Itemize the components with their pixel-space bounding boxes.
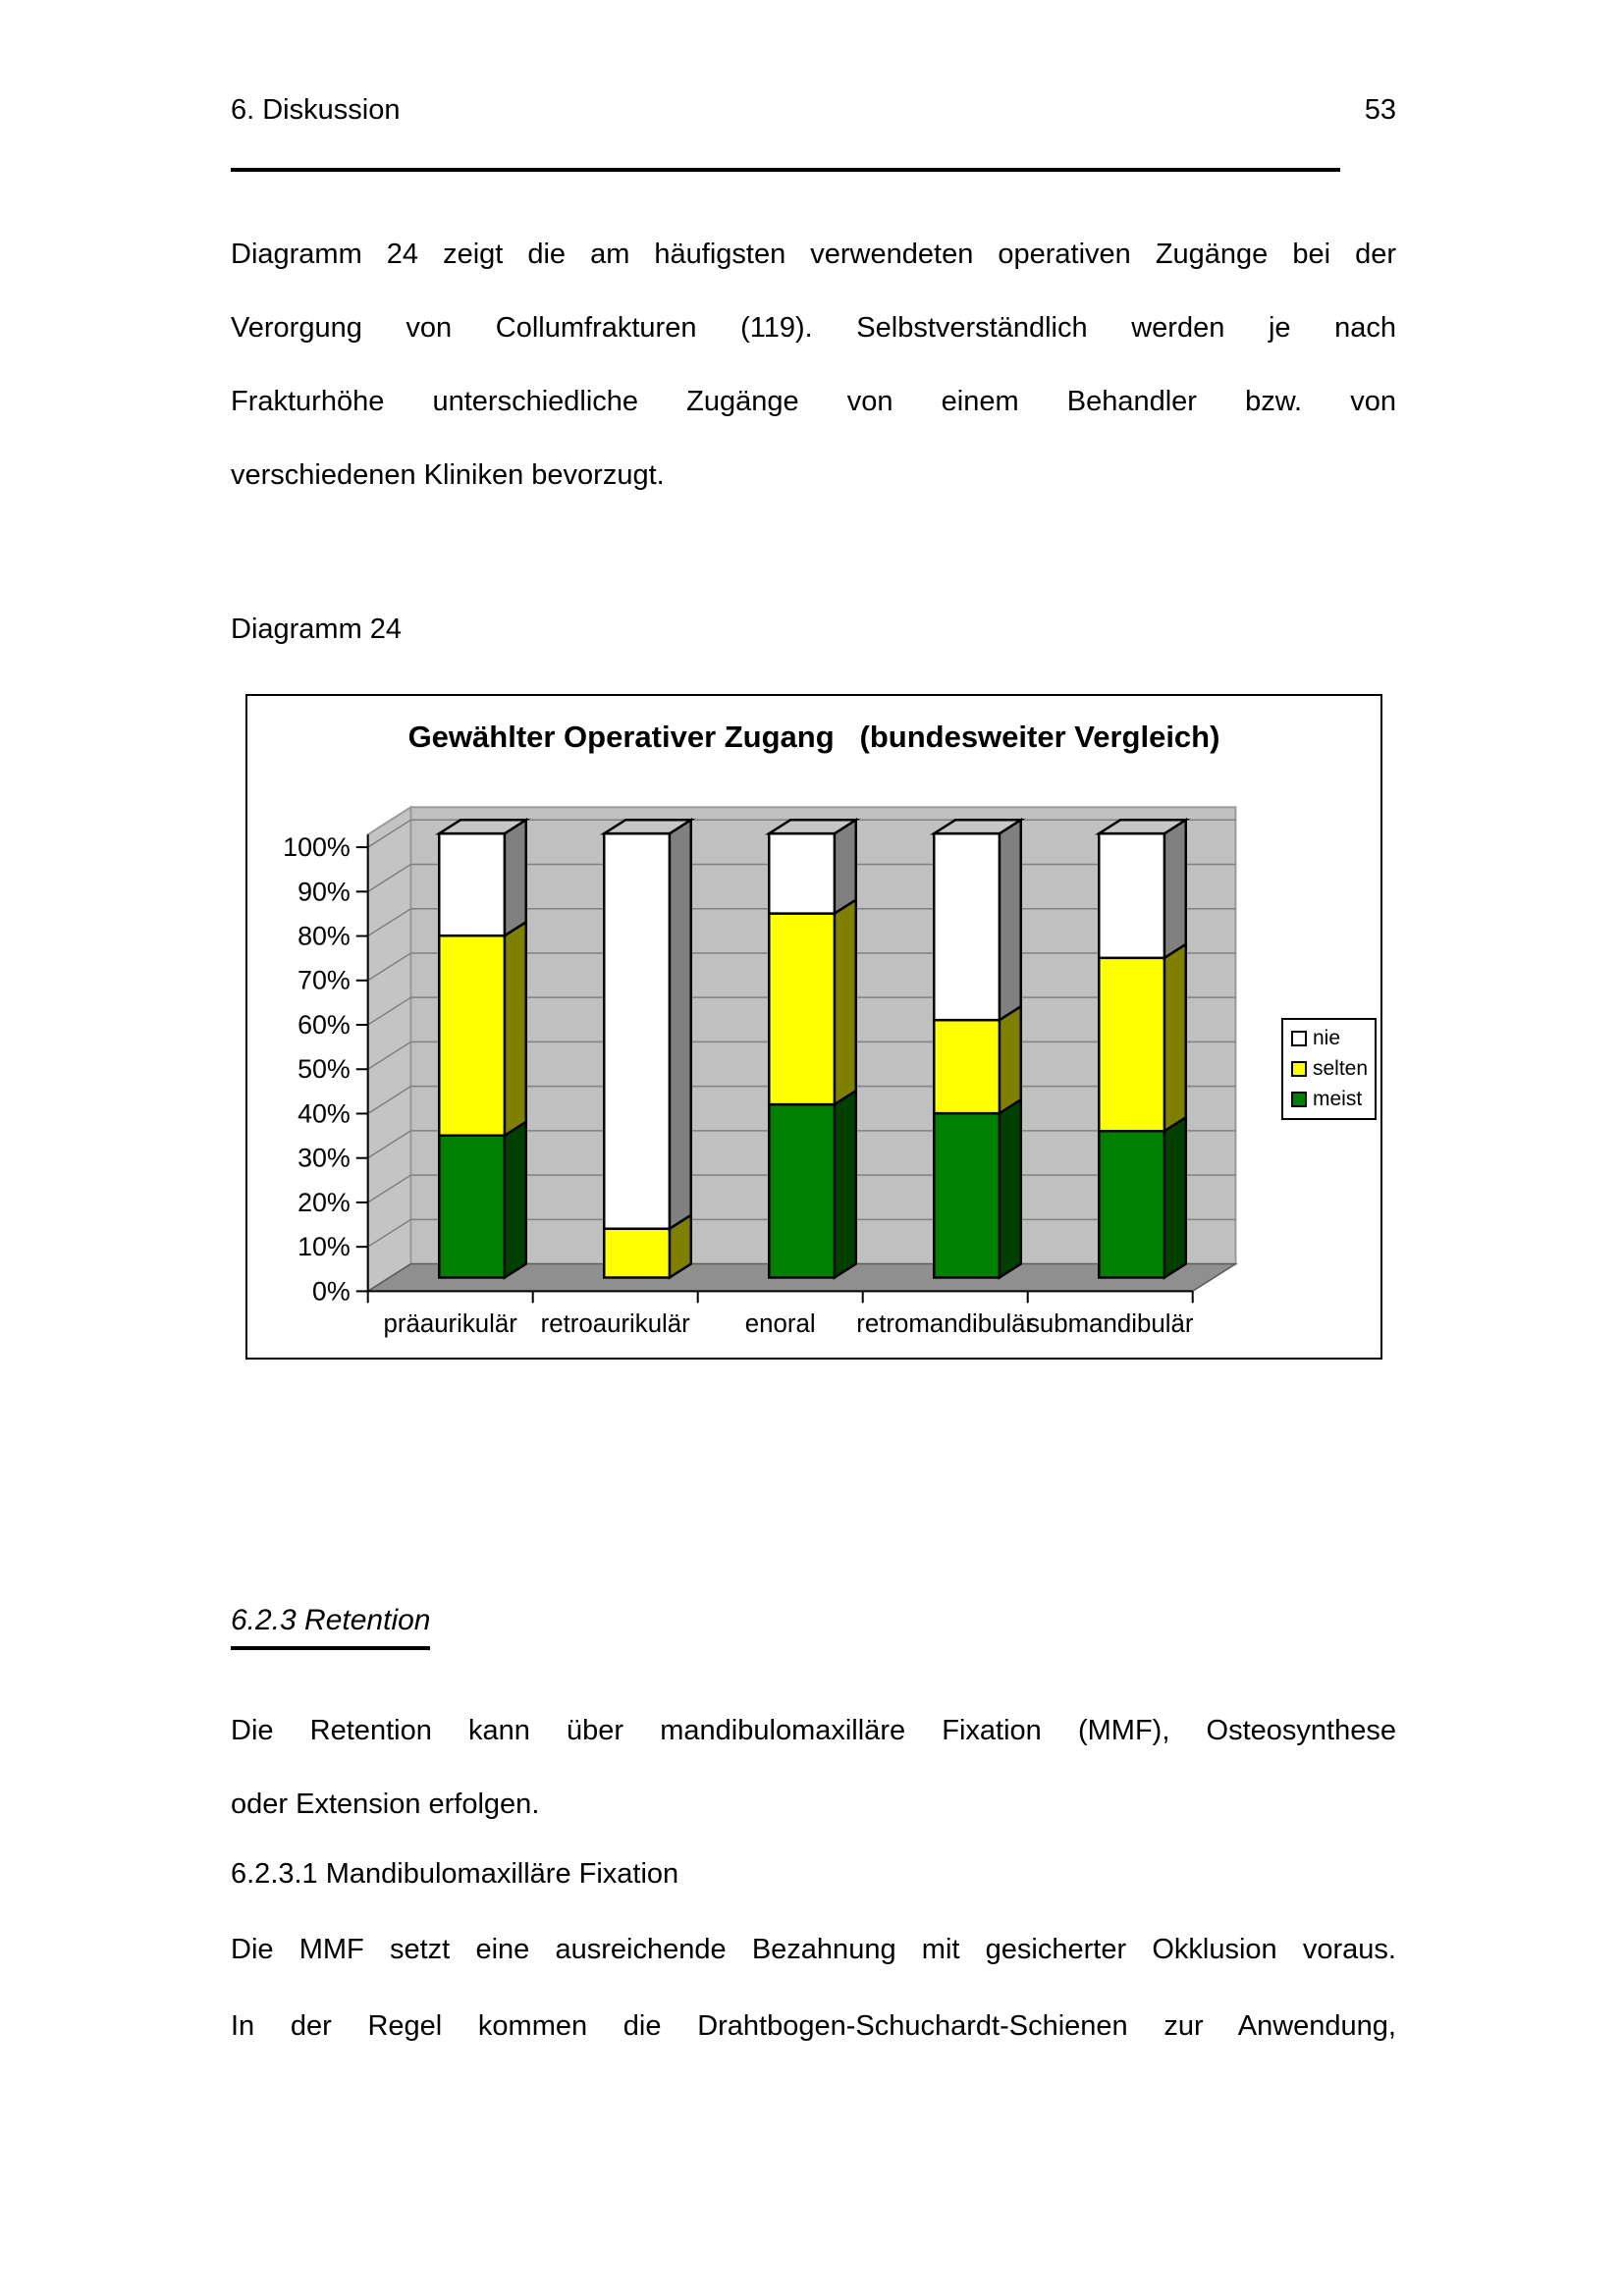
legend-swatch-meist [1291, 1092, 1307, 1107]
legend-label: selten [1313, 1057, 1369, 1080]
page-number: 53 [1364, 94, 1396, 126]
svg-text:70%: 70% [298, 966, 351, 995]
legend-swatch-selten [1291, 1061, 1307, 1077]
header-rule [231, 168, 1340, 172]
chart-title: Gewählter Operativer Zugang (bundesweite… [407, 720, 1220, 754]
svg-text:retromandibulär: retromandibulär [856, 1310, 1034, 1338]
svg-text:enoral: enoral [745, 1310, 816, 1338]
chart-frame: Gewählter Operativer Zugang (bundesweite… [245, 694, 1382, 1360]
svg-text:submandibulär: submandibulär [1027, 1310, 1194, 1338]
svg-text:40%: 40% [298, 1098, 351, 1128]
svg-text:20%: 20% [298, 1188, 351, 1217]
page-header: 6. Diskussion 53 [231, 90, 1396, 130]
svg-text:30%: 30% [298, 1144, 351, 1173]
subsection-heading: 6.2.3.1 Mandibulomaxilläre Fixation [231, 1858, 679, 1890]
chart-canvas: 0% 10% 20% 30% 40% 50% 60% 70% 80% 90% 100% präauri… [283, 805, 1239, 1338]
svg-text:90%: 90% [298, 877, 351, 906]
chart-legend: nie selten meist [1281, 1018, 1377, 1120]
svg-text:retroaurikulär: retroaurikulär [541, 1310, 691, 1338]
legend-item: selten [1291, 1058, 1369, 1080]
header-section-title: 6. Diskussion [231, 94, 401, 126]
svg-text:präaurikulär: präaurikulär [384, 1310, 518, 1338]
svg-text:100%: 100% [283, 832, 351, 862]
svg-text:80%: 80% [298, 921, 351, 950]
legend-item: meist [1291, 1089, 1369, 1110]
paragraph-3: Die MMF setzt eine ausreichende Bezahnun… [231, 1934, 1396, 1965]
paragraph-2: Die Retention kann über mandibulomaxillä… [231, 1715, 1396, 1820]
legend-label: nie [1313, 1027, 1341, 1049]
svg-text:60%: 60% [298, 1010, 351, 1040]
svg-text:0%: 0% [312, 1276, 351, 1306]
section-heading-text: 6.2.3 Retention [231, 1600, 431, 1650]
figure-label: Diagramm 24 [231, 614, 403, 645]
section-heading: 6.2.3 Retention [231, 1600, 431, 1650]
paragraph-1: Diagramm 24 zeigt die am häufigsten verw… [231, 239, 1396, 491]
paragraph-4: In der Regel kommen die Drahtbogen-Schuc… [231, 2010, 1396, 2042]
legend-item: nie [1291, 1028, 1369, 1049]
svg-text:10%: 10% [298, 1232, 351, 1261]
legend-swatch-nie [1291, 1031, 1307, 1046]
svg-text:50%: 50% [298, 1054, 351, 1084]
legend-label: meist [1313, 1088, 1363, 1110]
